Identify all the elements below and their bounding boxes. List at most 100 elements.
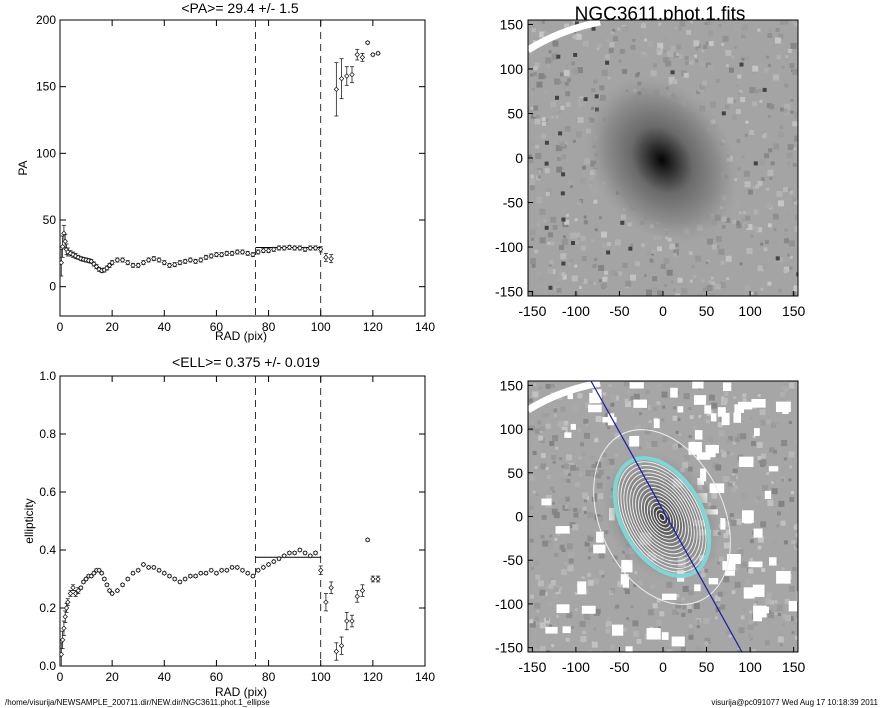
- sky-pixel: [757, 227, 763, 233]
- sky-pixel: [688, 435, 692, 439]
- sky-pixel: [716, 235, 723, 242]
- sky-pixel: [543, 219, 547, 223]
- mask-patch: [611, 624, 624, 636]
- sky-pixel: [783, 460, 788, 465]
- sky-pixel: [539, 521, 546, 528]
- sky-pixel: [788, 421, 792, 425]
- sky-pixel: [779, 107, 784, 112]
- sky-pixel: [725, 255, 732, 262]
- point-source: [594, 94, 599, 99]
- isophote-image-y-tick-label: -150: [495, 640, 523, 656]
- sky-pixel: [578, 256, 584, 262]
- mask-patch: [721, 412, 730, 426]
- sky-pixel: [677, 54, 683, 60]
- sky-pixel: [792, 147, 796, 151]
- sky-pixel: [613, 555, 618, 560]
- mask-patch: [694, 584, 701, 592]
- sky-pixel: [784, 110, 790, 116]
- sky-pixel: [551, 53, 558, 60]
- sky-pixel: [757, 211, 761, 215]
- mask-patch: [671, 636, 685, 647]
- sky-pixel: [558, 110, 562, 114]
- sky-pixel: [618, 271, 623, 276]
- mask-patch: [717, 407, 726, 417]
- sky-pixel: [607, 242, 612, 247]
- sky-pixel: [714, 283, 721, 290]
- ell-point: [161, 570, 167, 576]
- sky-pixel: [792, 162, 797, 167]
- pa-point: [125, 259, 131, 266]
- sky-pixel: [539, 426, 545, 432]
- sky-pixel: [737, 92, 741, 96]
- sky-pixel: [641, 243, 646, 248]
- sky-pixel: [534, 629, 538, 633]
- sky-pixel: [552, 592, 559, 599]
- sky-pixel: [587, 535, 594, 542]
- isophote: [655, 509, 669, 525]
- sky-pixel: [757, 456, 762, 461]
- ell-point: [140, 561, 147, 568]
- sky-pixel: [568, 552, 575, 559]
- sky-pixel: [562, 235, 566, 239]
- sky-pixel: [602, 276, 608, 282]
- sky-pixel: [553, 414, 557, 418]
- sky-pixel: [729, 513, 734, 518]
- sky-pixel: [540, 463, 547, 470]
- sky-pixel: [741, 561, 747, 568]
- sky-pixel: [608, 384, 612, 388]
- sky-pixel: [650, 70, 657, 77]
- mask-patch: [788, 600, 798, 612]
- isophote-image-panel: -150 -100 -50 0 50 100 150 150 100 50 0 -50 -100 -150: [495, 377, 806, 675]
- sky-pixel: [736, 567, 740, 571]
- ell-point: [60, 637, 66, 643]
- sky-pixel: [659, 611, 665, 617]
- sky-pixel: [583, 432, 590, 439]
- image-x-tick-label: 150: [782, 303, 806, 319]
- sky-pixel: [574, 592, 578, 596]
- point-source: [605, 60, 610, 65]
- sky-pixel: [756, 495, 761, 500]
- point-source: [628, 246, 633, 251]
- sky-pixel: [574, 482, 580, 488]
- sky-pixel: [715, 464, 722, 471]
- sky-pixel: [553, 586, 559, 592]
- sky-pixel: [778, 33, 784, 39]
- sky-pixel: [632, 620, 639, 627]
- pa-point: [130, 262, 136, 269]
- sky-pixel: [748, 568, 754, 574]
- sky-pixel: [645, 404, 651, 410]
- isophote: [632, 479, 692, 555]
- sky-pixel: [776, 55, 781, 60]
- pa-point: [114, 257, 121, 263]
- sky-pixel: [684, 60, 689, 65]
- pa-point: [255, 249, 261, 255]
- isophote: [640, 490, 684, 544]
- sky-pixel: [630, 605, 634, 609]
- ell-point: [312, 550, 319, 556]
- sky-pixel: [591, 464, 596, 469]
- sky-pixel: [604, 530, 609, 535]
- sky-pixel: [623, 381, 629, 387]
- sky-pixel: [718, 24, 722, 28]
- sky-pixel: [561, 548, 566, 553]
- sky-pixel: [538, 175, 542, 179]
- ell-point: [286, 550, 293, 556]
- sky-pixel: [574, 218, 578, 222]
- image-x-tick-label: -50: [609, 303, 629, 319]
- mask-patch: [743, 587, 755, 599]
- saturated-arc: [528, 20, 601, 53]
- sky-pixel: [604, 413, 611, 420]
- sky-pixel: [626, 617, 630, 621]
- pa-point: [140, 259, 147, 266]
- sky-pixel: [785, 54, 789, 58]
- sky-pixel: [686, 290, 690, 294]
- sky-pixel: [538, 435, 544, 441]
- sky-pixel: [762, 485, 769, 492]
- sky-pixel: [569, 185, 573, 189]
- sky-pixel: [783, 238, 789, 244]
- ell-point: [323, 599, 329, 605]
- ell-x-tick-label: 80: [262, 670, 276, 684]
- sky-pixel: [756, 442, 763, 449]
- sky-pixel: [794, 111, 798, 118]
- sky-pixel: [534, 62, 540, 68]
